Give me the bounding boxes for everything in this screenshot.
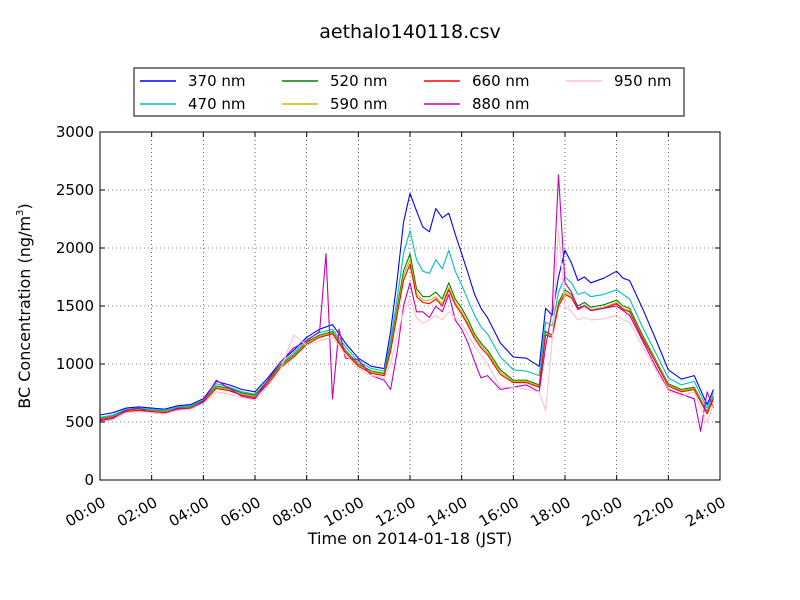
- x-tick-label: 00:00: [62, 493, 108, 530]
- legend-box: [133, 67, 685, 117]
- x-tick-label: 06:00: [217, 493, 263, 530]
- y-tick-label: 3000: [56, 123, 94, 141]
- x-tick-label: 16:00: [476, 493, 522, 530]
- y-axis-label-main: BC Concentration (ng/m: [15, 216, 34, 409]
- y-tick-labels: 0 500 1000 1500 2000 2500 3000: [56, 123, 94, 489]
- x-tick-labels: 00:00 02:00 04:00 06:00 08:00 10:00 12:00 14:00…: [62, 493, 728, 530]
- x-tick-label: 12:00: [372, 493, 418, 530]
- y-tick-label: 1500: [56, 297, 94, 315]
- x-tick-label: 08:00: [269, 493, 315, 530]
- y-tick-label: 2000: [56, 239, 94, 257]
- series-line-370-nm: [99, 192, 715, 416]
- legend-label: 880 nm: [472, 95, 530, 113]
- series-line-950-nm: [99, 230, 715, 423]
- series-line-880-nm: [99, 174, 715, 432]
- chart-title: aethalo140118.csv: [319, 21, 501, 43]
- x-tick-label: 14:00: [424, 493, 470, 530]
- series-lines: [99, 174, 715, 432]
- x-tick-label: 18:00: [527, 493, 573, 530]
- y-tick-label: 1000: [56, 355, 94, 373]
- axis-ticks: [99, 131, 721, 481]
- legend-label: 590 nm: [330, 95, 388, 113]
- x-tick-label: 20:00: [579, 493, 625, 530]
- y-axis-label-close: ): [15, 203, 34, 209]
- x-tick-label: 04:00: [166, 493, 212, 530]
- x-tick-label: 24:00: [682, 493, 728, 530]
- legend-label: 470 nm: [188, 95, 246, 113]
- x-tick-label: 22:00: [631, 493, 677, 530]
- y-tick-label: 2500: [56, 181, 94, 199]
- y-axis-label: BC Concentration (ng/m3): [15, 203, 34, 408]
- series-line-470-nm: [99, 230, 715, 418]
- y-tick-label: 500: [65, 413, 94, 431]
- x-tick-label: 10:00: [321, 493, 367, 530]
- legend: 370 nm 470 nm 520 nm 590 nm 660 nm 880 nm 950 …: [133, 67, 685, 117]
- y-tick-label: 0: [84, 471, 94, 489]
- y-axis-label-superscript: 3: [15, 210, 26, 216]
- legend-label: 370 nm: [188, 72, 246, 90]
- legend-label: 950 nm: [614, 72, 672, 90]
- x-axis-label: Time on 2014-01-18 (JST): [307, 529, 512, 548]
- legend-label: 660 nm: [472, 72, 530, 90]
- x-tick-label: 02:00: [114, 493, 160, 530]
- legend-label: 520 nm: [330, 72, 388, 90]
